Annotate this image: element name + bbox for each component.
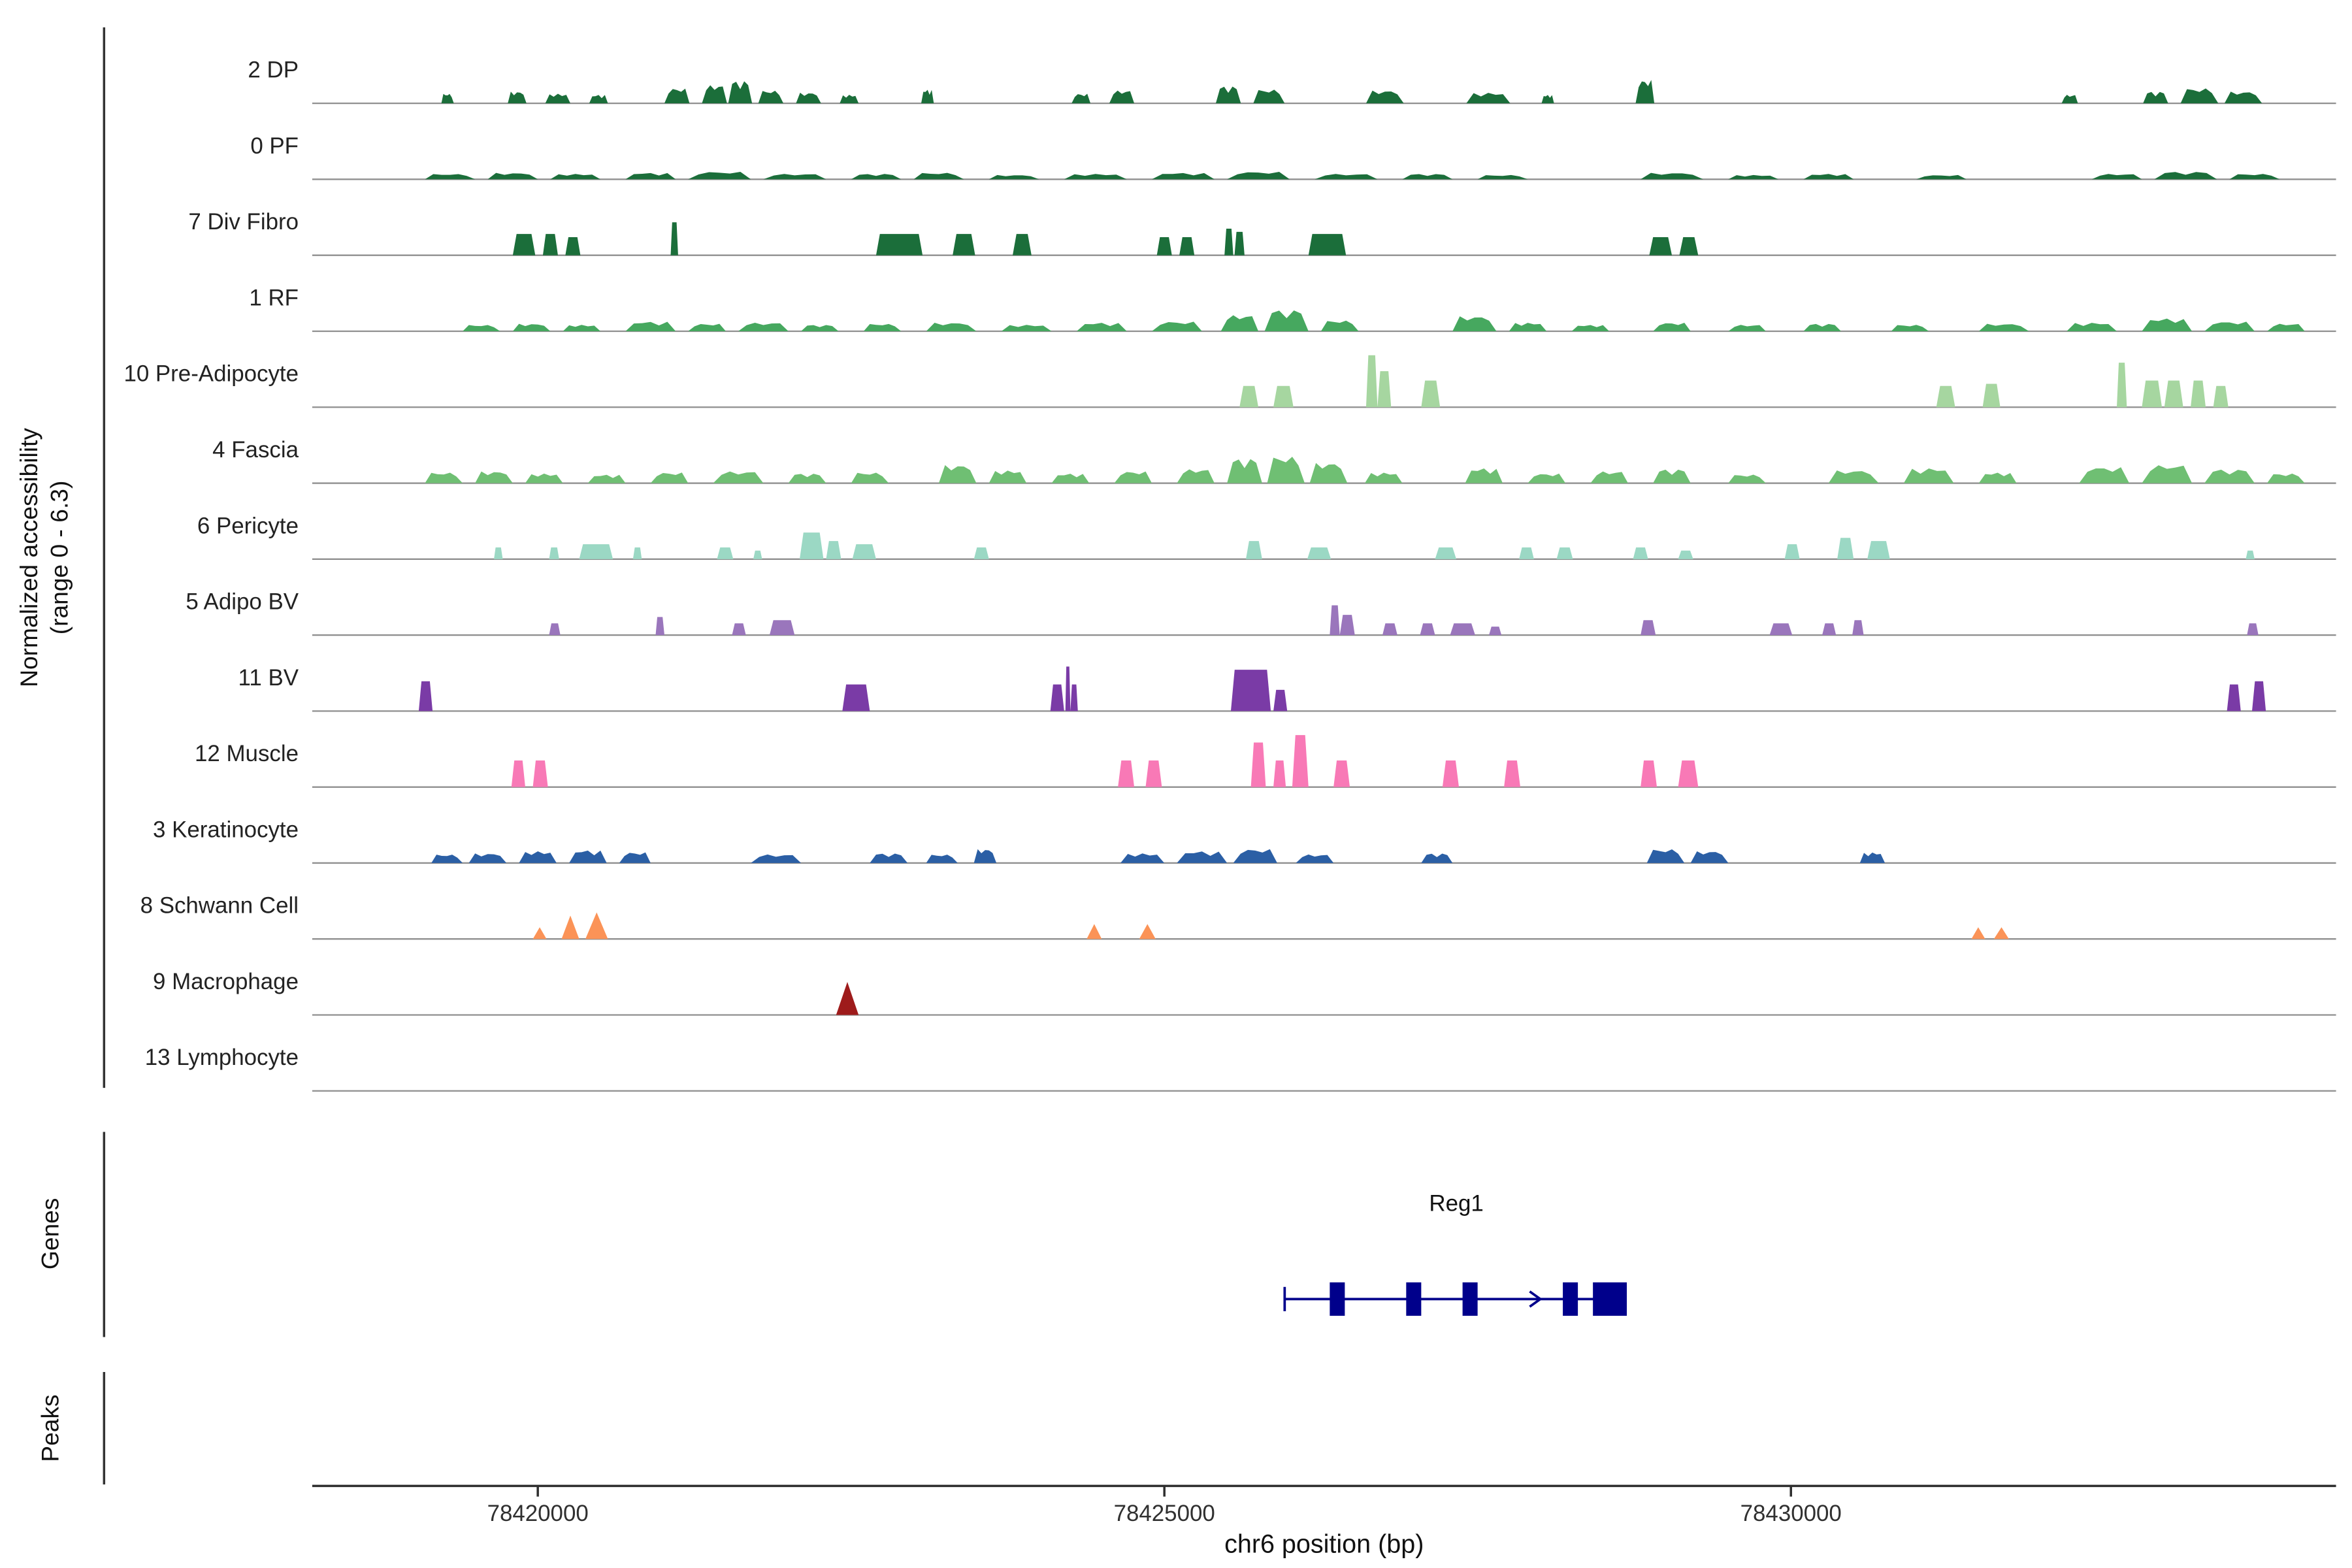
y-axis-label-line1: Normalized accessibility — [15, 428, 42, 687]
track-signal-0-pf — [425, 172, 2280, 180]
x-axis-tick-label: 78420000 — [487, 1501, 589, 1526]
track-row-1-rf: 1 RF — [249, 285, 2336, 333]
track-signal-7-div-fibro — [512, 222, 1699, 255]
track-label-6-pericyte: 6 Pericyte — [197, 513, 299, 538]
track-row-3-keratinocyte: 3 Keratinocyte — [153, 817, 2336, 864]
track-row-0-pf: 0 PF — [250, 133, 2336, 180]
gene-name: Reg1 — [1429, 1190, 1483, 1216]
track-label-3-keratinocyte: 3 Keratinocyte — [153, 817, 299, 842]
track-signal-2-dp — [441, 80, 2262, 104]
track-label-11-bv: 11 BV — [238, 665, 299, 691]
track-label-12-muscle: 12 Muscle — [195, 741, 299, 766]
track-label-13-lymphocyte: 13 Lymphocyte — [145, 1045, 299, 1070]
y-axis-label-line2: (range 0 - 6.3) — [45, 481, 73, 635]
track-label-0-pf: 0 PF — [250, 133, 299, 159]
track-label-9-macrophage: 9 Macrophage — [153, 969, 299, 994]
track-signal-12-muscle — [511, 735, 1699, 787]
track-signal-4-fascia — [425, 457, 2305, 483]
track-row-13-lymphocyte: 13 Lymphocyte — [145, 1045, 2336, 1092]
gene-exon — [1330, 1282, 1345, 1316]
track-row-4-fascia: 4 Fascia — [212, 437, 2336, 484]
track-signal-9-macrophage — [836, 982, 859, 1015]
track-label-4-fascia: 4 Fascia — [212, 437, 299, 463]
track-row-5-adipo-bv: 5 Adipo BV — [186, 589, 2336, 636]
x-axis-title: chr6 position (bp) — [1224, 1530, 1424, 1559]
track-row-2-dp: 2 DP — [248, 57, 2336, 105]
track-row-10-pre-adipocyte: 10 Pre-Adipocyte — [123, 355, 2336, 408]
track-row-12-muscle: 12 Muscle — [195, 735, 2336, 788]
track-row-9-macrophage: 9 Macrophage — [153, 969, 2336, 1016]
gene-exon — [1462, 1282, 1478, 1316]
gene-strand-arrow-icon — [1529, 1290, 1543, 1308]
track-label-7-div-fibro: 7 Div Fibro — [188, 209, 299, 235]
x-axis-tick-label: 78425000 — [1114, 1501, 1215, 1526]
gene-exon — [1593, 1282, 1627, 1316]
track-row-6-pericyte: 6 Pericyte — [197, 513, 2336, 560]
x-axis-tick-label: 78430000 — [1740, 1501, 1842, 1526]
track-label-5-adipo-bv: 5 Adipo BV — [186, 589, 299, 615]
track-signal-1-rf — [463, 310, 2305, 331]
track-label-8-schwann-cell: 8 Schwann Cell — [140, 893, 299, 919]
genes-section-label: Genes — [37, 1198, 64, 1270]
track-signal-11-bv — [418, 666, 2266, 711]
track-label-1-rf: 1 RF — [249, 285, 299, 310]
track-signal-5-adipo-bv — [549, 605, 2259, 636]
peaks-section-label: Peaks — [37, 1394, 64, 1462]
track-label-2-dp: 2 DP — [248, 57, 299, 83]
gene-exon — [1406, 1282, 1422, 1316]
tracks-layer: 2 DP 0 PF 7 Div Fibro 1 RF 10 Pre-Adipocyte 4… — [123, 57, 2336, 1092]
x-axis-layer: 78420000 78425000 78430000 — [312, 1484, 2336, 1526]
track-signal-3-keratinocyte — [431, 849, 1886, 863]
gene-exon — [1563, 1282, 1578, 1316]
gene-model-layer: Reg1 — [1283, 1190, 1627, 1316]
track-label-10-pre-adipocyte: 10 Pre-Adipocyte — [123, 361, 299, 387]
track-row-7-div-fibro: 7 Div Fibro — [188, 209, 2336, 256]
track-row-8-schwann-cell: 8 Schwann Cell — [140, 893, 2336, 940]
track-row-11-bv: 11 BV — [238, 665, 2336, 712]
track-signal-8-schwann-cell — [532, 912, 2009, 939]
track-signal-6-pericyte — [494, 532, 2255, 559]
track-signal-10-pre-adipocyte — [1239, 355, 2229, 408]
